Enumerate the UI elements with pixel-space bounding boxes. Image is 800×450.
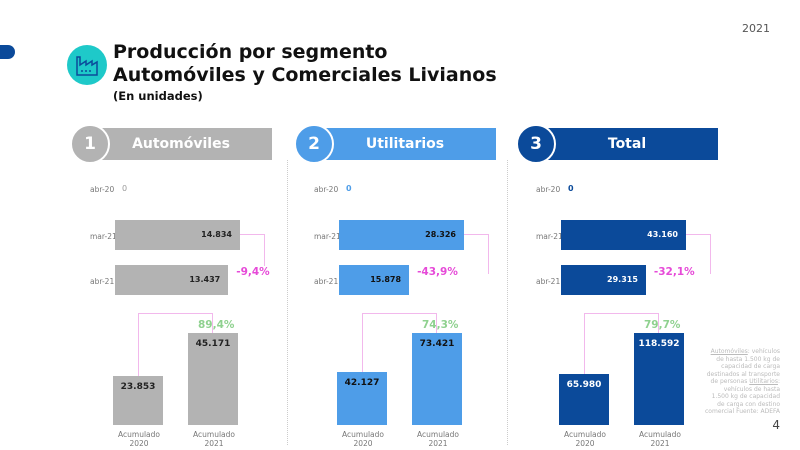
panel-separator [507, 160, 508, 445]
cumulative-bar: 65.980 [559, 373, 609, 425]
cumulative-connector-left [138, 313, 139, 377]
panel-number-0: 1 [70, 124, 110, 164]
page-title-line1: Producción por segmento [113, 41, 388, 63]
month-label: abr-21 [314, 277, 339, 286]
cumulative-change: 74,3% [422, 319, 459, 331]
month-bar: 15.878 [339, 265, 410, 295]
cumulative-change: 79,7% [644, 319, 681, 331]
panel-number-1: 2 [294, 124, 334, 164]
monthly-change: -32,1% [649, 266, 695, 278]
change-connector [464, 234, 489, 274]
footnote: Automóviles: vehículos de hasta 1.500 kg… [705, 348, 780, 416]
month-bar: 13.437 [115, 265, 229, 295]
cumulative-connector-left [362, 313, 363, 373]
note-source: Fuente: ADEFA [736, 408, 780, 415]
factory-icon [67, 45, 107, 85]
month-bar: 28.326 [339, 220, 464, 250]
page-number: 4 [772, 418, 780, 432]
change-connector [240, 234, 265, 274]
month-label: abr-20 [314, 185, 339, 194]
cumulative-label: Acumulado 2020 [342, 430, 384, 448]
zero-value: 0 [568, 184, 574, 193]
cumulative-bar: 45.171 [188, 333, 238, 425]
cumulative-label: Acumulado 2021 [639, 430, 681, 448]
zero-value: 0 [346, 184, 352, 193]
month-label: mar-21 [90, 232, 117, 241]
cumulative-bar: 23.853 [113, 376, 163, 425]
month-label: abr-21 [90, 277, 115, 286]
cumulative-label: Acumulado 2020 [564, 430, 606, 448]
cumulative-label: Acumulado 2020 [118, 430, 160, 448]
cumulative-bar: 118.592 [634, 333, 684, 425]
note-term-autos: Automóviles [710, 348, 748, 355]
note-text-utilitarios: : vehículos de hasta 1.500 kg de capacid… [705, 378, 780, 415]
month-label: mar-21 [536, 232, 563, 241]
panel-header-2: Total [536, 128, 718, 160]
month-bar: 43.160 [561, 220, 686, 250]
panel-separator [287, 160, 288, 445]
month-label: mar-21 [314, 232, 341, 241]
change-connector [686, 234, 711, 274]
panel-number-2: 3 [516, 124, 556, 164]
cumulative-connector-left [584, 313, 585, 374]
page-subtitle: (En unidades) [113, 89, 203, 103]
monthly-change: -43,9% [413, 266, 458, 278]
cumulative-label: Acumulado 2021 [417, 430, 459, 448]
page-title-line2: Automóviles y Comerciales Livianos [113, 64, 497, 86]
month-bar: 29.315 [561, 265, 646, 295]
panel-header-0: Automóviles [90, 128, 272, 160]
panel-header-1: Utilitarios [314, 128, 496, 160]
cumulative-change: 89,4% [198, 319, 235, 331]
cumulative-label: Acumulado 2021 [193, 430, 235, 448]
month-label: abr-20 [536, 185, 561, 194]
monthly-change: -9,4% [232, 266, 270, 278]
year-label: 2021 [742, 22, 770, 35]
note-text-autos: : vehículos de hasta 1.500 kg de capacid… [706, 348, 780, 385]
month-bar: 14.834 [115, 220, 240, 250]
nav-tab [0, 45, 15, 59]
month-label: abr-20 [90, 185, 115, 194]
month-label: abr-21 [536, 277, 561, 286]
cumulative-bar: 73.421 [412, 333, 462, 425]
zero-value: 0 [122, 184, 128, 193]
cumulative-bar: 42.127 [337, 372, 387, 425]
note-term-utilitarios: Utilitarios [749, 378, 778, 385]
